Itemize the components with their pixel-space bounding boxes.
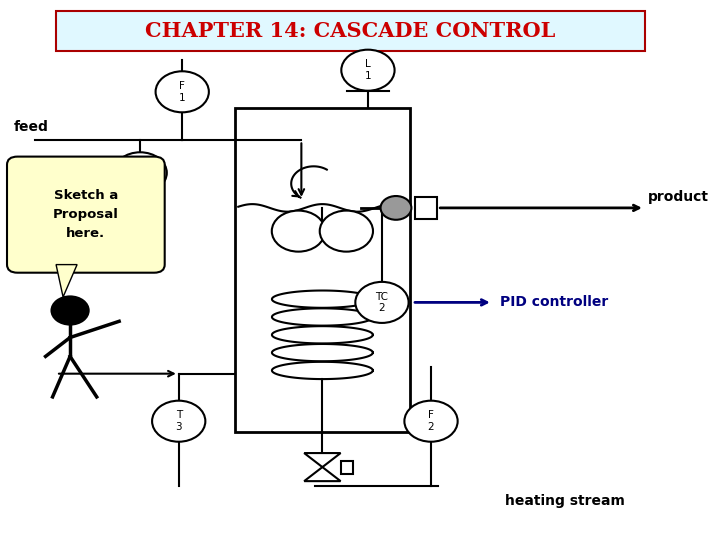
FancyBboxPatch shape: [56, 11, 645, 51]
Circle shape: [356, 282, 408, 323]
Text: F
2: F 2: [428, 410, 434, 432]
Circle shape: [320, 211, 373, 252]
Polygon shape: [304, 467, 341, 481]
Text: L
1: L 1: [364, 59, 372, 81]
Text: T
3: T 3: [176, 410, 182, 432]
Circle shape: [50, 295, 90, 326]
Text: feed: feed: [14, 120, 49, 134]
Text: T
1: T 1: [137, 162, 143, 184]
Circle shape: [271, 211, 325, 252]
Polygon shape: [56, 265, 77, 297]
Circle shape: [156, 71, 209, 112]
Circle shape: [114, 152, 167, 193]
FancyBboxPatch shape: [7, 157, 165, 273]
Bar: [341, 461, 354, 474]
Text: F
1: F 1: [179, 81, 186, 103]
Text: PID controller: PID controller: [500, 295, 608, 309]
Text: product: product: [648, 190, 709, 204]
Text: Sketch a
Proposal
here.: Sketch a Proposal here.: [53, 189, 119, 240]
Circle shape: [341, 50, 395, 91]
Circle shape: [405, 401, 458, 442]
Circle shape: [381, 196, 411, 220]
Text: TC
2: TC 2: [375, 292, 389, 313]
Polygon shape: [304, 453, 341, 467]
Bar: [415, 197, 437, 219]
Text: heating stream: heating stream: [505, 494, 624, 508]
Text: CHAPTER 14: CASCADE CONTROL: CHAPTER 14: CASCADE CONTROL: [145, 21, 556, 41]
Bar: [235, 108, 410, 432]
Circle shape: [152, 401, 205, 442]
